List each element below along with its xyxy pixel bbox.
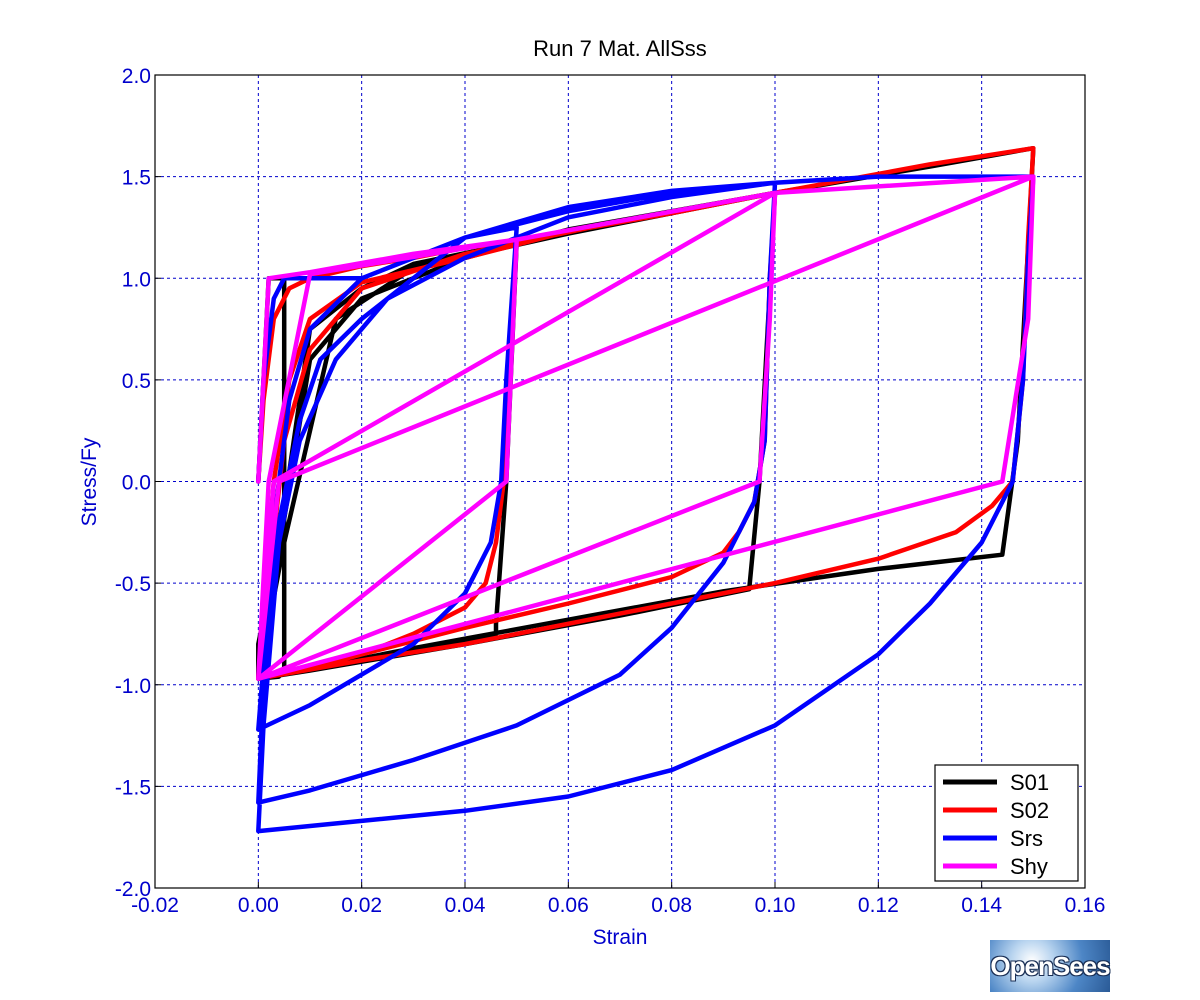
series-line-srs <box>256 174 1036 834</box>
logo-text: OpenSees <box>990 950 1110 981</box>
y-tick-label: -1.0 <box>115 675 151 698</box>
y-tick-label: 0.5 <box>122 370 151 393</box>
x-tick-label: 0.00 <box>238 894 279 917</box>
x-tick-labels: -0.02 0.00 0.02 0.04 0.06 0.08 0.10 0.12 0.14 0.1… <box>131 894 1105 917</box>
plot-border <box>154 74 1086 889</box>
y-tick-label: 1.0 <box>122 268 151 291</box>
plot-frame <box>154 74 1086 889</box>
y-axis-label: Stress/Fy <box>78 437 101 526</box>
series-line-shy <box>256 174 1036 681</box>
x-tick-label: 0.04 <box>445 894 486 917</box>
legend-label-s01: S01 <box>1010 770 1049 795</box>
x-axis-label: Strain <box>593 926 648 949</box>
x-tick-label: 0.02 <box>341 894 382 917</box>
y-tick-label: 0.0 <box>122 472 151 495</box>
x-tick-label: 0.06 <box>548 894 589 917</box>
x-tick-label: 0.10 <box>755 894 796 917</box>
x-tick-label: 0.12 <box>858 894 899 917</box>
x-tick-label: 0.08 <box>651 894 692 917</box>
y-tick-label: 2.0 <box>122 65 151 88</box>
x-tick-label: 0.14 <box>961 894 1002 917</box>
y-tick-label: -2.0 <box>115 878 151 901</box>
chart-title: Run 7 Mat. AllSss <box>533 36 707 61</box>
y-tick-label: -1.5 <box>115 776 151 799</box>
y-tick-label: 1.5 <box>122 167 151 190</box>
x-tick-label: -0.02 <box>131 894 179 917</box>
opensees-logo: OpenSees <box>990 940 1111 992</box>
legend-label-s02: S02 <box>1010 798 1049 823</box>
legend-label-srs: Srs <box>1010 826 1043 851</box>
x-tick-label: 0.16 <box>1065 894 1106 917</box>
legend-label-shy: Shy <box>1010 854 1048 879</box>
y-tick-labels: 2.0 1.5 1.0 0.5 0.0 -0.5 -1.0 -1.5 -2.0 <box>115 65 151 901</box>
series-lines <box>256 145 1036 834</box>
legend: S01 S02 Srs Shy <box>934 764 1079 882</box>
y-tick-label: -0.5 <box>115 573 151 596</box>
